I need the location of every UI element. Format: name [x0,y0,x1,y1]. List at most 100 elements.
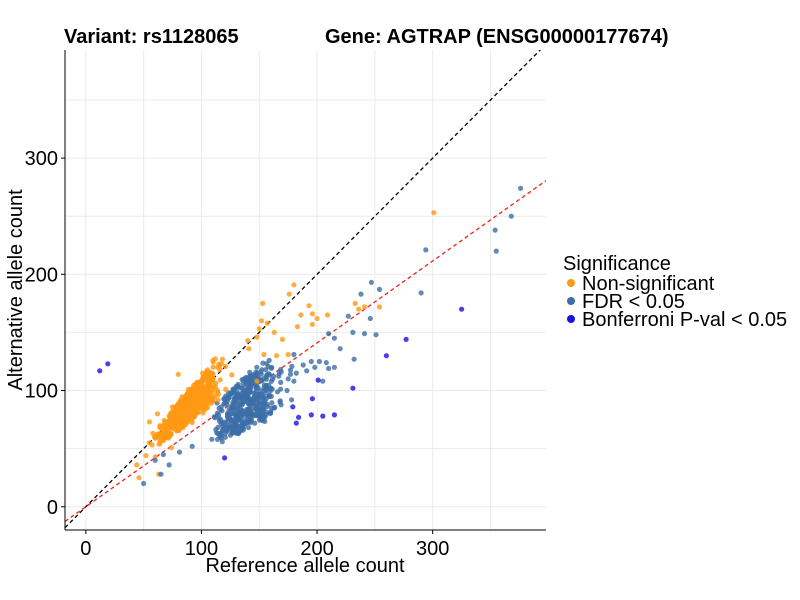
point-fdr [261,375,267,382]
point-fdr [176,449,183,455]
point-nonsig [209,372,215,378]
point-fdr [271,405,277,411]
point-fdr [243,420,249,426]
point-fdr [345,313,351,319]
point-nonsig [186,414,193,420]
point-fdr [228,417,234,423]
legend-label: FDR < 0.05 [582,291,685,313]
point-fdr [423,247,429,253]
point-bonferroni [105,361,111,367]
point-nonsig [254,334,260,340]
point-nonsig [211,384,217,390]
point-fdr [326,331,332,337]
point-fdr [209,436,215,442]
point-bonferroni [350,385,356,391]
point-nonsig [194,406,200,412]
point-fdr [323,360,329,366]
point-fdr [215,424,221,430]
point-nonsig [245,338,251,344]
point-nonsig [204,367,211,373]
point-fdr [320,378,326,384]
point-fdr [254,402,260,408]
point-nonsig [254,378,260,384]
point-fdr [218,421,224,427]
point-fdr [224,427,230,433]
point-fdr [373,332,379,338]
point-fdr [331,364,337,370]
point-nonsig [157,432,163,438]
point-fdr [269,364,275,370]
point-nonsig [279,336,285,342]
point-nonsig [183,393,189,400]
point-fdr [237,413,243,419]
point-fdr [212,415,218,421]
point-nonsig [179,394,185,400]
point-nonsig [194,379,200,385]
point-nonsig [183,408,189,414]
x-axis-title: Reference allele count [205,555,404,577]
point-fdr [351,356,357,362]
point-bonferroni [293,420,299,426]
point-fdr [259,410,265,416]
point-nonsig [219,356,226,362]
point-fdr [308,358,314,365]
point-nonsig [203,390,209,396]
point-nonsig [285,351,291,358]
point-fdr [492,227,498,233]
x-tick-label: 200 [300,538,333,560]
point-nonsig [298,312,304,318]
point-fdr [418,290,424,296]
point-fdr [268,378,274,384]
point-nonsig [200,410,206,416]
point-bonferroni [97,368,103,374]
y-tick-label: 100 [25,381,58,403]
point-fdr [255,396,261,402]
point-nonsig [146,419,152,425]
point-nonsig [431,210,437,216]
point-fdr [350,329,356,335]
point-fdr [376,286,383,292]
point-fdr [219,408,225,414]
point-nonsig [182,399,188,405]
point-nonsig [157,440,163,446]
point-nonsig [306,303,312,309]
point-nonsig [200,370,206,376]
point-fdr [244,413,250,419]
point-bonferroni [309,396,315,402]
point-nonsig [212,356,218,362]
point-fdr [239,401,245,407]
point-fdr [152,457,158,463]
point-nonsig [206,380,212,386]
point-fdr [216,415,222,421]
x-tick-label: 300 [416,538,449,560]
point-fdr [367,315,373,322]
point-nonsig [134,462,140,468]
point-nonsig [209,398,215,405]
point-fdr [249,411,255,417]
point-nonsig [177,414,183,420]
point-bonferroni [331,412,337,418]
point-nonsig [223,386,229,392]
point-nonsig [136,475,142,481]
point-nonsig [174,403,180,409]
point-fdr [242,377,248,384]
point-bonferroni [308,412,314,418]
point-fdr [358,291,364,297]
point-fdr [274,389,281,395]
point-fdr [293,370,299,376]
point-fdr [258,406,265,412]
point-fdr [221,401,227,407]
point-nonsig [193,384,199,390]
point-fdr [160,451,166,458]
point-fdr [300,362,306,368]
point-nonsig [218,361,224,367]
point-nonsig [259,318,265,324]
point-fdr [222,434,228,440]
point-fdr [285,376,291,382]
reference-line-identity [65,50,542,529]
point-nonsig [157,424,164,430]
point-fdr [258,371,264,377]
point-fdr [269,400,275,406]
point-fdr [277,399,283,405]
